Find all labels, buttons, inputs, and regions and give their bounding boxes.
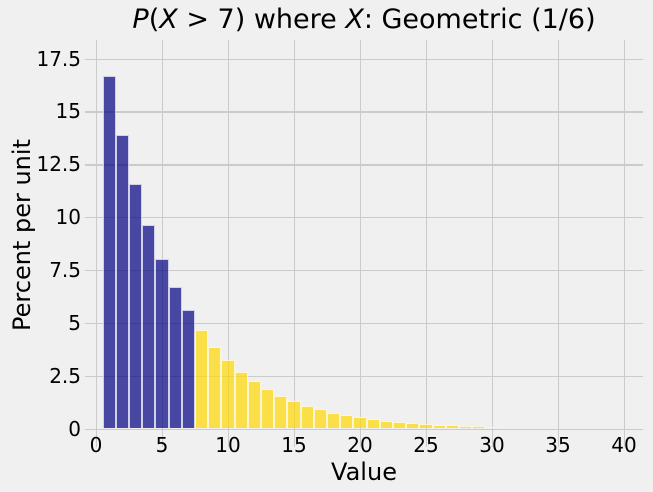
y-gridline — [85, 217, 643, 219]
x-axis-label: Value — [331, 458, 397, 486]
histogram-bar — [168, 286, 182, 429]
title-text-segment: > 7) where — [177, 4, 346, 35]
x-tick-label: 0 — [89, 433, 103, 457]
y-gridline — [85, 58, 643, 60]
histogram-bar — [247, 381, 261, 429]
histogram-bar — [208, 346, 222, 429]
histogram-bar — [472, 426, 486, 429]
x-gridline — [558, 40, 560, 447]
x-tick-label: 15 — [281, 433, 307, 457]
title-text-segment: ( — [148, 4, 160, 35]
chart-title: P(X > 7) where X: Geometric (1/6) — [85, 2, 643, 38]
x-tick-label: 40 — [611, 433, 637, 457]
y-tick-label: 5 — [68, 310, 81, 335]
histogram-bar — [261, 388, 275, 429]
histogram-bar — [432, 424, 446, 429]
histogram-bar — [327, 412, 341, 429]
y-gridline — [85, 428, 643, 430]
x-gridline — [228, 40, 230, 447]
x-tick-label: 10 — [215, 433, 241, 457]
y-tick-label: 10 — [55, 205, 81, 230]
y-tick-label: 12.5 — [36, 152, 81, 177]
histogram-bar — [445, 425, 459, 429]
x-tick-label: 25 — [413, 433, 439, 457]
title-math-segment: P — [132, 4, 149, 35]
x-tick-label: 35 — [545, 433, 571, 457]
histogram-bar — [287, 401, 301, 429]
x-gridline — [162, 40, 164, 447]
x-gridline — [294, 40, 296, 447]
title-math-segment: X — [345, 4, 364, 35]
histogram-bar — [406, 423, 420, 429]
histogram-bar — [115, 134, 129, 429]
y-tick-label: 15 — [55, 99, 81, 124]
histogram-bar — [419, 424, 433, 429]
histogram-bar — [313, 409, 327, 429]
y-tick-label: 7.5 — [49, 257, 81, 282]
y-gridline — [85, 269, 643, 272]
title-math-segment: X — [159, 4, 178, 35]
histogram-bar — [129, 183, 143, 429]
y-gridline — [85, 375, 643, 377]
y-tick-label: 17.5 — [36, 46, 81, 71]
x-gridline — [96, 40, 98, 447]
histogram-bar — [142, 224, 156, 429]
histogram-bar — [300, 405, 314, 429]
x-gridline — [360, 40, 362, 447]
x-gridline — [624, 40, 626, 447]
y-gridline — [85, 322, 643, 325]
histogram-bar — [353, 417, 367, 429]
y-tick-label: 2.5 — [49, 363, 81, 388]
histogram-bar — [459, 425, 473, 429]
histogram-bar — [485, 426, 499, 429]
histogram-bar — [366, 419, 380, 429]
histogram-bar — [102, 76, 116, 429]
histogram-bar — [195, 330, 209, 429]
y-gridline — [85, 111, 643, 113]
histogram-bar — [274, 395, 288, 429]
histogram-bar — [155, 258, 169, 429]
x-tick-label: 30 — [479, 433, 505, 457]
y-axis-label: Percent per unit — [8, 139, 36, 331]
x-tick-label: 5 — [155, 433, 169, 457]
y-tick-label: 0 — [68, 416, 81, 441]
histogram-bar — [181, 310, 195, 429]
x-gridline — [426, 40, 428, 447]
title-text-segment: : Geometric (1/6) — [363, 4, 596, 35]
y-gridline — [85, 164, 643, 166]
histogram-bar — [221, 360, 235, 429]
x-tick-label: 20 — [347, 433, 373, 457]
histogram-bar — [234, 371, 248, 429]
x-gridline — [492, 40, 494, 447]
histogram-bar — [340, 415, 354, 429]
histogram-bar — [379, 420, 393, 429]
histogram-bar — [393, 422, 407, 429]
